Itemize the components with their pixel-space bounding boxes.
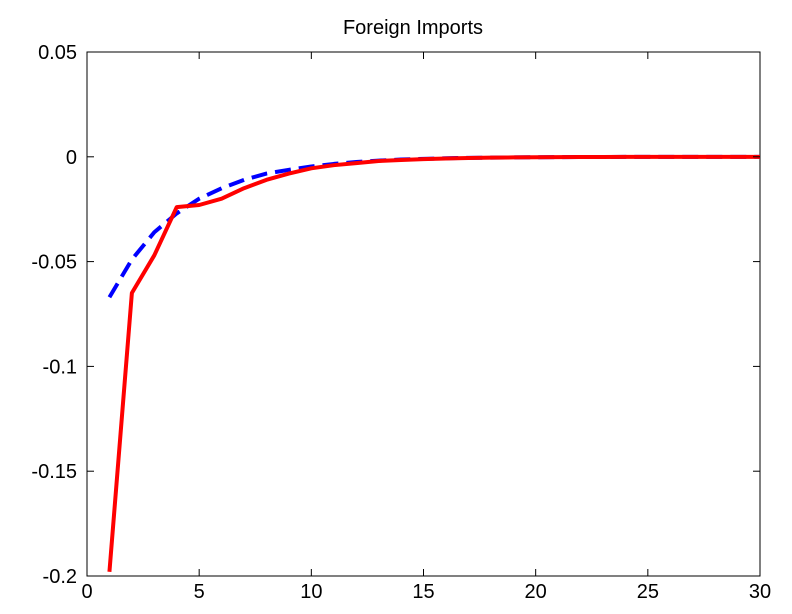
x-tick-label: 0 <box>81 581 92 603</box>
x-tick-label: 10 <box>300 581 322 603</box>
x-tick-label: 25 <box>637 581 659 603</box>
x-tick-label: 5 <box>194 581 205 603</box>
x-tick-label: 15 <box>412 581 434 603</box>
chart-title: Foreign Imports <box>343 17 483 39</box>
axes-box <box>86 51 761 577</box>
plot-area: 0 5 10 15 20 25 30 -0.2 -0.15 -0.1 -0.05 0 0.05 <box>31 42 771 603</box>
y-tick-label: 0 <box>66 147 77 169</box>
y-tick-label: 0.05 <box>38 42 77 64</box>
dashed-series-line <box>107 154 760 299</box>
y-tick-label: -0.05 <box>31 252 77 274</box>
solid-series-line <box>107 154 760 572</box>
y-tick-label: -0.2 <box>43 566 77 588</box>
y-tick-label: -0.15 <box>31 461 77 483</box>
y-tick-label: -0.1 <box>43 356 77 378</box>
x-tick-label: 20 <box>525 581 547 603</box>
x-tick-label: 30 <box>749 581 771 603</box>
